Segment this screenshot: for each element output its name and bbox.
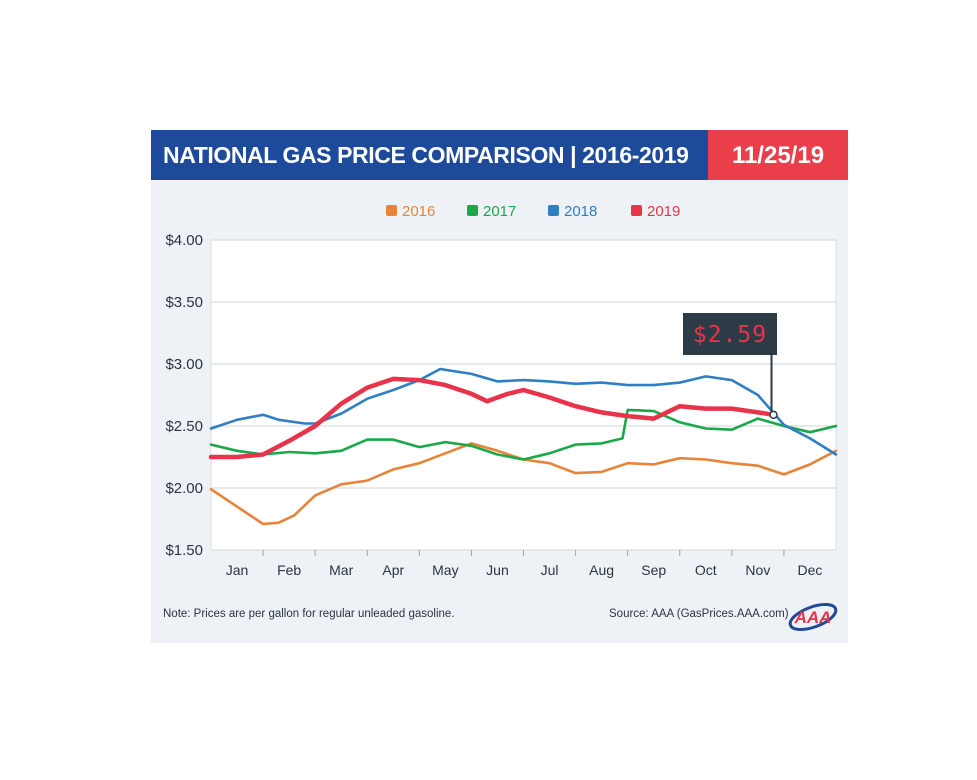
legend-swatch-2019 [631,205,642,216]
series-line-2017 [209,408,838,461]
chart-card: NATIONAL GAS PRICE COMPARISON | 2016-201… [151,130,848,643]
y-tick-label: $3.00 [165,356,203,373]
legend-label-2019: 2019 [647,203,680,220]
legend-label-2017: 2017 [483,203,516,220]
y-tick-label: $3.50 [165,294,203,311]
series-line-2018 [209,367,838,456]
chart-title: NATIONAL GAS PRICE COMPARISON | 2016-201… [163,142,689,168]
x-tick-label: Jan [226,562,249,578]
y-tick-label: $2.00 [165,480,203,497]
series-lines [208,367,838,526]
y-tick-label: $1.50 [165,542,203,559]
source-note: Source: AAA (GasPrices.AAA.com) [609,608,789,620]
x-tick-label: Aug [589,562,614,578]
x-tick-label: Sep [641,562,666,578]
callout-box [683,313,777,355]
legend-swatch-2017 [467,205,478,216]
x-tick-label: Nov [745,562,770,578]
chart-svg: $1.50 $2.00 $2.50 $3.00 $3.50 $4.00 Jan Feb Mar A… [165,203,838,631]
date-box: 11/25/19 [708,130,848,180]
axes: $1.50 $2.00 $2.50 $3.00 $3.50 $4.00 Jan Feb Mar A… [165,232,822,578]
series-line-2019 [208,376,776,460]
logo-text: AAA [794,608,832,627]
y-tick-label: $2.50 [165,418,203,435]
series-line-2016 [209,442,838,526]
legend: 2016 2017 2018 2019 [386,203,680,220]
aaa-logo: AAA [788,603,838,631]
x-tick-label: Mar [329,562,353,578]
x-tick-label: Jun [486,562,509,578]
y-tick-label: $4.00 [165,232,203,249]
logo-oval [788,603,838,631]
footnote: Note: Prices are per gallon for regular … [163,608,455,620]
x-tick-label: May [432,562,458,578]
callout-point [769,410,778,420]
x-tick-label: Oct [695,562,717,578]
x-tick-label: Dec [798,562,823,578]
legend-swatch-2018 [548,205,559,216]
x-tick-label: Jul [541,562,559,578]
legend-swatch-2016 [386,205,397,216]
legend-label-2018: 2018 [564,203,597,220]
price-callout: $2.59 [683,313,778,420]
x-tick-label: Feb [277,562,301,578]
grid [210,239,837,551]
x-tick-label: Apr [382,562,404,578]
chart-date: 11/25/19 [731,142,825,169]
plot-area [210,239,837,551]
legend-label-2016: 2016 [402,203,435,220]
header-bar: NATIONAL GAS PRICE COMPARISON | 2016-201… [151,130,708,180]
callout-label: $2.59 [693,322,767,348]
